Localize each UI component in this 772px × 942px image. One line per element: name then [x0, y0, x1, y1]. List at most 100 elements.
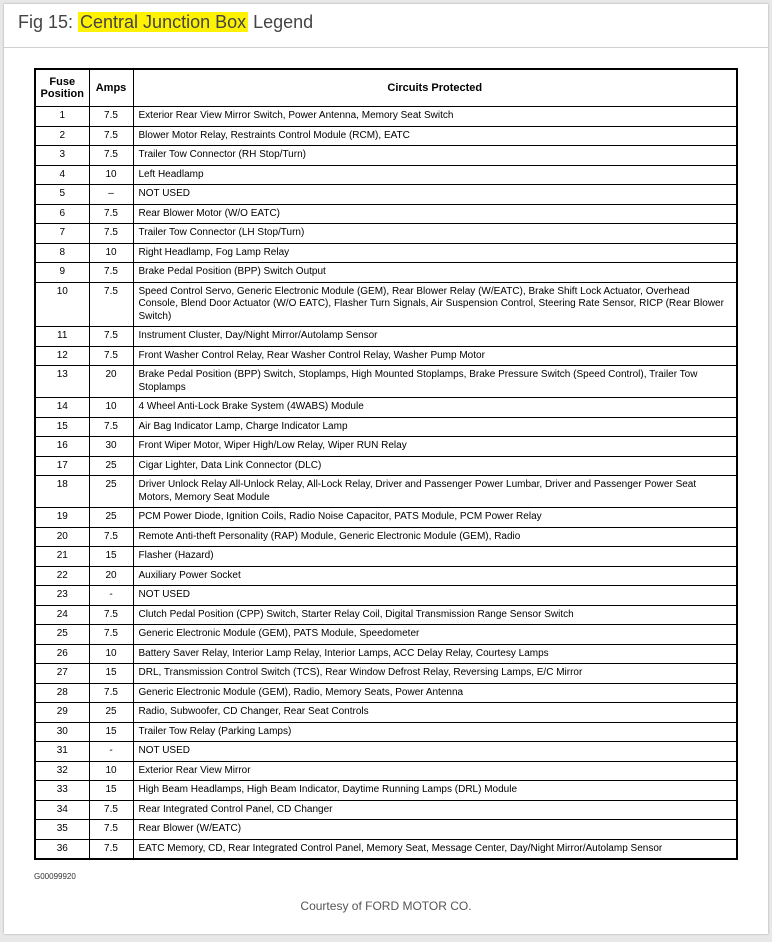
cell-circuits-protected: PCM Power Diode, Ignition Coils, Radio N…: [133, 508, 737, 528]
cell-fuse-position: 22: [35, 566, 89, 586]
cell-circuits-protected: Cigar Lighter, Data Link Connector (DLC): [133, 456, 737, 476]
table-row: 1630Front Wiper Motor, Wiper High/Low Re…: [35, 437, 737, 457]
cell-fuse-position: 29: [35, 703, 89, 723]
cell-circuits-protected: Rear Integrated Control Panel, CD Change…: [133, 800, 737, 820]
cell-fuse-position: 9: [35, 263, 89, 283]
title-prefix: Fig 15:: [18, 12, 78, 32]
cell-circuits-protected: Brake Pedal Position (BPP) Switch Output: [133, 263, 737, 283]
cell-circuits-protected: Driver Unlock Relay All-Unlock Relay, Al…: [133, 476, 737, 508]
table-row: 247.5Clutch Pedal Position (CPP) Switch,…: [35, 605, 737, 625]
cell-fuse-position: 35: [35, 820, 89, 840]
cell-amps: 7.5: [89, 126, 133, 146]
table-body: 17.5Exterior Rear View Mirror Switch, Po…: [35, 107, 737, 860]
cell-amps: 15: [89, 547, 133, 567]
cell-fuse-position: 3: [35, 146, 89, 166]
table-row: 2925Radio, Subwoofer, CD Changer, Rear S…: [35, 703, 737, 723]
table-row: 3210Exterior Rear View Mirror: [35, 761, 737, 781]
document-id-footnote: G00099920: [4, 870, 768, 881]
cell-circuits-protected: Rear Blower (W/EATC): [133, 820, 737, 840]
cell-circuits-protected: Brake Pedal Position (BPP) Switch, Stopl…: [133, 366, 737, 398]
cell-amps: 7.5: [89, 263, 133, 283]
cell-fuse-position: 17: [35, 456, 89, 476]
cell-circuits-protected: Rear Blower Motor (W/O EATC): [133, 204, 737, 224]
table-row: 117.5Instrument Cluster, Day/Night Mirro…: [35, 327, 737, 347]
cell-amps: 7.5: [89, 820, 133, 840]
table-row: 2220Auxiliary Power Socket: [35, 566, 737, 586]
table-row: 37.5Trailer Tow Connector (RH Stop/Turn): [35, 146, 737, 166]
table-row: 287.5Generic Electronic Module (GEM), Ra…: [35, 683, 737, 703]
cell-circuits-protected: Trailer Tow Connector (RH Stop/Turn): [133, 146, 737, 166]
table-row: 810Right Headlamp, Fog Lamp Relay: [35, 243, 737, 263]
table-row: 127.5Front Washer Control Relay, Rear Wa…: [35, 346, 737, 366]
cell-circuits-protected: EATC Memory, CD, Rear Integrated Control…: [133, 839, 737, 859]
cell-fuse-position: 8: [35, 243, 89, 263]
cell-circuits-protected: NOT USED: [133, 742, 737, 762]
table-row: 5–NOT USED: [35, 185, 737, 205]
cell-fuse-position: 5: [35, 185, 89, 205]
cell-circuits-protected: High Beam Headlamps, High Beam Indicator…: [133, 781, 737, 801]
cell-fuse-position: 21: [35, 547, 89, 567]
cell-circuits-protected: Exterior Rear View Mirror: [133, 761, 737, 781]
cell-amps: 7.5: [89, 605, 133, 625]
cell-circuits-protected: Clutch Pedal Position (CPP) Switch, Star…: [133, 605, 737, 625]
table-row: 14104 Wheel Anti-Lock Brake System (4WAB…: [35, 398, 737, 418]
cell-amps: 7.5: [89, 327, 133, 347]
cell-circuits-protected: Flasher (Hazard): [133, 547, 737, 567]
cell-circuits-protected: Generic Electronic Module (GEM), PATS Mo…: [133, 625, 737, 645]
cell-amps: –: [89, 185, 133, 205]
cell-fuse-position: 27: [35, 664, 89, 684]
table-row: 157.5Air Bag Indicator Lamp, Charge Indi…: [35, 417, 737, 437]
cell-circuits-protected: Instrument Cluster, Day/Night Mirror/Aut…: [133, 327, 737, 347]
cell-circuits-protected: DRL, Transmission Control Switch (TCS), …: [133, 664, 737, 684]
cell-amps: -: [89, 586, 133, 606]
cell-amps: 25: [89, 476, 133, 508]
cell-fuse-position: 26: [35, 644, 89, 664]
cell-amps: 10: [89, 165, 133, 185]
header-amps: Amps: [89, 69, 133, 107]
cell-amps: 20: [89, 366, 133, 398]
table-row: 23-NOT USED: [35, 586, 737, 606]
cell-fuse-position: 25: [35, 625, 89, 645]
cell-amps: 7.5: [89, 346, 133, 366]
cell-fuse-position: 32: [35, 761, 89, 781]
cell-circuits-protected: 4 Wheel Anti-Lock Brake System (4WABS) M…: [133, 398, 737, 418]
table-header-row: FusePosition Amps Circuits Protected: [35, 69, 737, 107]
cell-amps: 7.5: [89, 800, 133, 820]
cell-fuse-position: 14: [35, 398, 89, 418]
cell-amps: 7.5: [89, 204, 133, 224]
cell-fuse-position: 16: [35, 437, 89, 457]
table-row: 2115Flasher (Hazard): [35, 547, 737, 567]
cell-fuse-position: 28: [35, 683, 89, 703]
cell-amps: 10: [89, 398, 133, 418]
cell-fuse-position: 36: [35, 839, 89, 859]
cell-fuse-position: 31: [35, 742, 89, 762]
cell-amps: 7.5: [89, 625, 133, 645]
title-suffix: Legend: [248, 12, 313, 32]
cell-amps: 7.5: [89, 839, 133, 859]
cell-fuse-position: 33: [35, 781, 89, 801]
cell-fuse-position: 10: [35, 282, 89, 327]
cell-circuits-protected: Air Bag Indicator Lamp, Charge Indicator…: [133, 417, 737, 437]
table-row: 17.5Exterior Rear View Mirror Switch, Po…: [35, 107, 737, 127]
cell-circuits-protected: NOT USED: [133, 586, 737, 606]
cell-circuits-protected: Front Wiper Motor, Wiper High/Low Relay,…: [133, 437, 737, 457]
cell-fuse-position: 1: [35, 107, 89, 127]
cell-fuse-position: 12: [35, 346, 89, 366]
cell-fuse-position: 30: [35, 722, 89, 742]
cell-amps: 7.5: [89, 107, 133, 127]
cell-fuse-position: 23: [35, 586, 89, 606]
table-row: 27.5Blower Motor Relay, Restraints Contr…: [35, 126, 737, 146]
cell-amps: 15: [89, 664, 133, 684]
cell-circuits-protected: Auxiliary Power Socket: [133, 566, 737, 586]
cell-circuits-protected: Generic Electronic Module (GEM), Radio, …: [133, 683, 737, 703]
cell-fuse-position: 18: [35, 476, 89, 508]
cell-fuse-position: 34: [35, 800, 89, 820]
table-row: 1925PCM Power Diode, Ignition Coils, Rad…: [35, 508, 737, 528]
cell-amps: 20: [89, 566, 133, 586]
table-row: 1320Brake Pedal Position (BPP) Switch, S…: [35, 366, 737, 398]
cell-circuits-protected: Front Washer Control Relay, Rear Washer …: [133, 346, 737, 366]
table-row: 1825Driver Unlock Relay All-Unlock Relay…: [35, 476, 737, 508]
table-row: 77.5Trailer Tow Connector (LH Stop/Turn): [35, 224, 737, 244]
cell-circuits-protected: Battery Saver Relay, Interior Lamp Relay…: [133, 644, 737, 664]
cell-fuse-position: 6: [35, 204, 89, 224]
